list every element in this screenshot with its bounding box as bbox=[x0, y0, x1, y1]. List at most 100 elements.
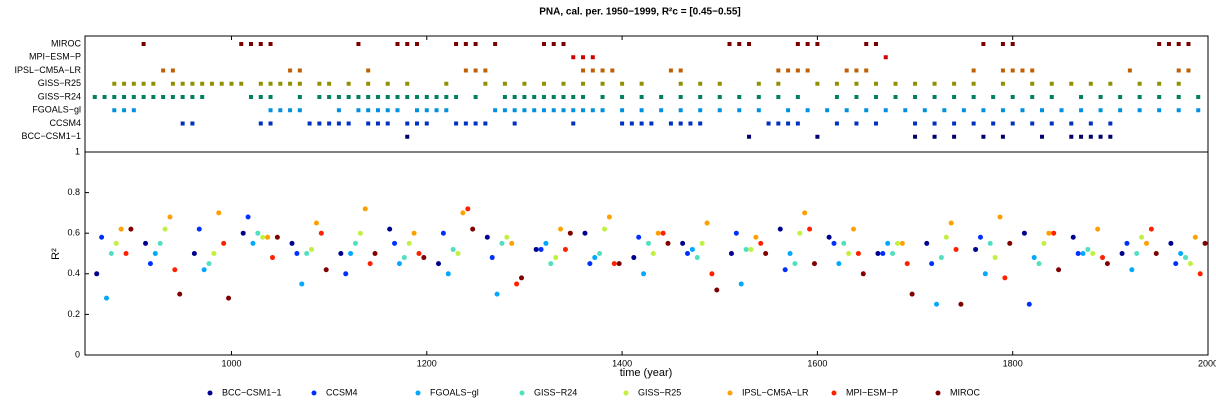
data-point bbox=[99, 234, 105, 240]
event-marker bbox=[581, 55, 586, 60]
data-point bbox=[1143, 240, 1149, 246]
data-point bbox=[606, 214, 612, 220]
event-marker bbox=[678, 95, 683, 99]
event-marker bbox=[356, 42, 361, 46]
event-marker bbox=[737, 95, 742, 99]
event-marker bbox=[512, 121, 517, 126]
event-marker bbox=[219, 81, 224, 86]
event-marker bbox=[913, 121, 918, 126]
event-marker bbox=[864, 68, 869, 73]
data-point bbox=[362, 206, 368, 212]
data-point bbox=[689, 246, 695, 252]
event-marker bbox=[639, 95, 644, 99]
event-marker bbox=[483, 121, 488, 126]
event-marker bbox=[131, 95, 136, 99]
event-marker bbox=[1098, 108, 1103, 113]
x-tick-label: 1800 bbox=[1003, 358, 1023, 368]
event-marker bbox=[590, 108, 595, 113]
data-point bbox=[631, 255, 637, 261]
y-tick-label: 0.4 bbox=[67, 268, 80, 278]
data-point bbox=[562, 246, 568, 252]
event-marker bbox=[1176, 95, 1181, 99]
data-point bbox=[924, 240, 930, 246]
event-marker bbox=[385, 81, 390, 86]
data-point bbox=[587, 261, 593, 267]
event-marker bbox=[180, 95, 185, 99]
data-point bbox=[172, 267, 178, 273]
data-point bbox=[743, 246, 749, 252]
data-point bbox=[538, 246, 544, 252]
data-point bbox=[1104, 261, 1110, 267]
event-marker bbox=[883, 108, 888, 113]
data-point bbox=[94, 271, 100, 277]
legend-swatch bbox=[727, 390, 733, 396]
event-marker bbox=[1118, 108, 1123, 113]
event-marker bbox=[1157, 42, 1162, 46]
event-marker bbox=[766, 121, 771, 126]
event-marker bbox=[415, 95, 420, 99]
event-marker bbox=[112, 95, 117, 99]
event-marker bbox=[581, 95, 586, 99]
event-marker bbox=[473, 95, 478, 99]
event-marker bbox=[434, 95, 439, 99]
event-marker bbox=[698, 108, 703, 113]
event-marker bbox=[854, 95, 859, 99]
event-marker bbox=[620, 121, 625, 126]
event-marker bbox=[170, 81, 175, 86]
data-point bbox=[1031, 255, 1037, 261]
data-point bbox=[152, 251, 158, 256]
legend-label: MPI−ESM−P bbox=[846, 387, 898, 397]
data-point bbox=[387, 226, 393, 232]
event-marker bbox=[1176, 42, 1181, 46]
data-point bbox=[103, 295, 109, 301]
event-marker bbox=[1157, 95, 1162, 99]
event-marker bbox=[141, 81, 146, 86]
event-marker bbox=[375, 95, 380, 99]
x-tick-label: 1200 bbox=[417, 358, 437, 368]
event-marker bbox=[913, 134, 918, 139]
event-marker bbox=[717, 81, 722, 86]
event-marker bbox=[122, 81, 127, 86]
data-point bbox=[875, 251, 881, 256]
y-axis-label: R² bbox=[50, 248, 62, 260]
event-marker bbox=[873, 95, 878, 99]
event-marker bbox=[1196, 108, 1201, 113]
event-marker bbox=[776, 95, 781, 99]
event-marker bbox=[1127, 68, 1132, 73]
event-marker bbox=[786, 121, 791, 126]
event-marker bbox=[122, 95, 127, 99]
y-tick-label: 0 bbox=[75, 349, 80, 359]
event-marker bbox=[1010, 42, 1015, 46]
data-point bbox=[807, 226, 813, 232]
event-marker bbox=[620, 81, 625, 86]
data-point bbox=[245, 214, 251, 220]
event-marker bbox=[952, 134, 957, 139]
event-marker bbox=[532, 108, 537, 113]
data-point bbox=[147, 261, 153, 267]
event-marker bbox=[795, 42, 800, 46]
data-point bbox=[294, 251, 300, 256]
event-marker bbox=[92, 95, 97, 99]
event-marker bbox=[268, 108, 273, 113]
event-marker bbox=[1020, 108, 1025, 113]
event-marker bbox=[561, 95, 566, 99]
event-marker bbox=[561, 81, 566, 86]
event-marker bbox=[424, 108, 429, 113]
event-marker bbox=[454, 121, 459, 126]
event-marker bbox=[268, 95, 273, 99]
data-point bbox=[533, 246, 539, 252]
data-point bbox=[1075, 251, 1081, 256]
data-point bbox=[1173, 261, 1179, 267]
event-marker bbox=[385, 95, 390, 99]
row-label: MIROC bbox=[51, 38, 81, 48]
event-marker bbox=[639, 108, 644, 113]
data-point bbox=[958, 301, 964, 307]
row-label: IPSL−CM5A−LR bbox=[14, 65, 81, 75]
data-point bbox=[797, 230, 803, 236]
data-point bbox=[592, 255, 598, 261]
data-point bbox=[636, 234, 642, 240]
data-point bbox=[992, 255, 998, 261]
data-point bbox=[1168, 240, 1174, 246]
event-marker bbox=[356, 108, 361, 113]
event-marker bbox=[561, 108, 566, 113]
